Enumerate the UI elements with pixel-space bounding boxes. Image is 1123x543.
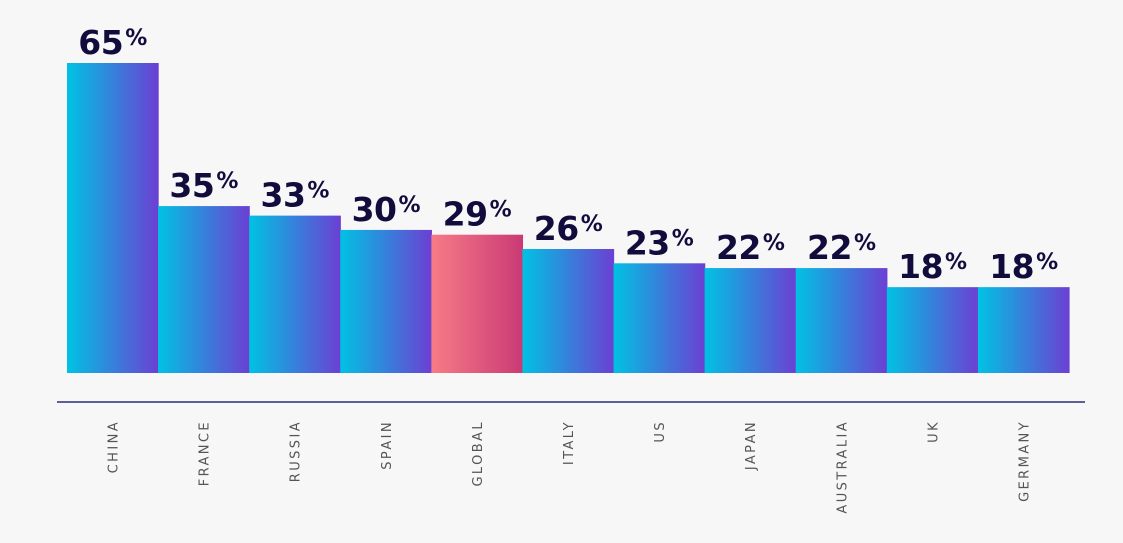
category-label-uk: UK bbox=[926, 420, 941, 443]
bars-group bbox=[67, 63, 1070, 373]
category-label-russia: RUSSIA bbox=[289, 420, 304, 482]
value-label-japan: 22% bbox=[716, 228, 785, 267]
value-label-china: 65% bbox=[78, 23, 147, 62]
category-label-japan: JAPAN bbox=[744, 420, 759, 471]
value-label-global: 29% bbox=[443, 195, 512, 234]
bar-uk bbox=[886, 287, 979, 373]
bar-italy bbox=[522, 249, 615, 373]
value-label-italy: 26% bbox=[534, 209, 603, 248]
value-labels-group: 65% 35% 33% 30% 29% 26% 23% 22% 22% 18% 18% bbox=[78, 23, 1058, 286]
bar-russia bbox=[249, 215, 341, 373]
bar-germany bbox=[977, 287, 1070, 373]
category-label-germany: GERMANY bbox=[1017, 420, 1032, 502]
bar-china bbox=[67, 63, 159, 373]
category-label-us: US bbox=[653, 420, 668, 443]
category-label-spain: SPAIN bbox=[380, 420, 395, 470]
category-label-italy: ITALY bbox=[562, 420, 577, 465]
value-label-spain: 30% bbox=[352, 190, 421, 229]
category-labels-group: CHINA FRANCE RUSSIA SPAIN GLOBAL ITALY US JAPAN… bbox=[107, 420, 1033, 514]
bar-australia bbox=[795, 268, 888, 373]
value-label-us: 23% bbox=[625, 223, 694, 262]
bar-us bbox=[613, 263, 706, 373]
category-label-australia: AUSTRALIA bbox=[835, 420, 850, 514]
value-label-germany: 18% bbox=[989, 247, 1058, 286]
bar-japan bbox=[704, 268, 797, 373]
value-label-australia: 22% bbox=[807, 228, 876, 267]
bar-france bbox=[158, 206, 250, 373]
value-label-uk: 18% bbox=[898, 247, 967, 286]
bar-spain bbox=[340, 229, 432, 373]
bar-global bbox=[431, 234, 524, 373]
category-label-global: GLOBAL bbox=[471, 420, 486, 487]
category-label-china: CHINA bbox=[107, 420, 122, 473]
category-label-france: FRANCE bbox=[198, 420, 213, 486]
value-label-france: 35% bbox=[169, 166, 238, 205]
value-label-russia: 33% bbox=[260, 176, 329, 215]
